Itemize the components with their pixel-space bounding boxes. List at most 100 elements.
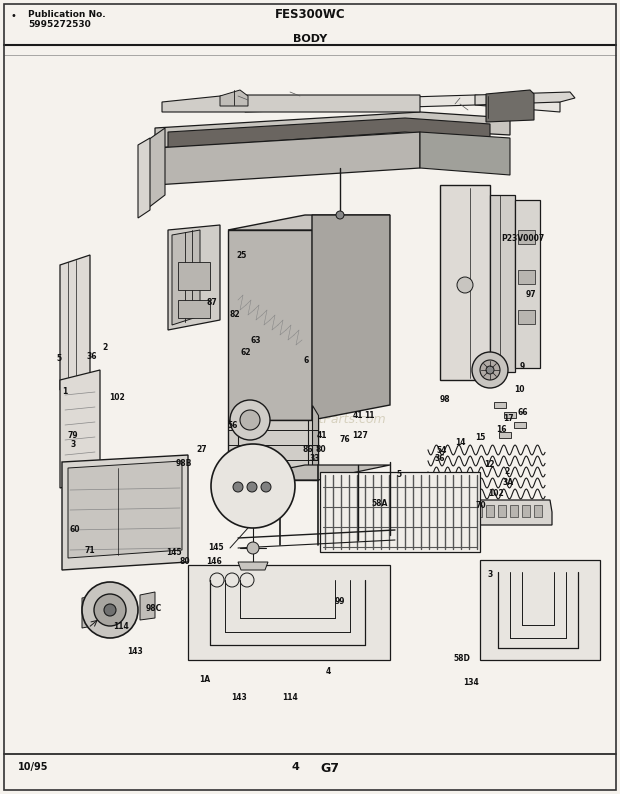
Text: 80: 80 <box>179 557 190 566</box>
Text: 3A: 3A <box>503 478 514 488</box>
Polygon shape <box>488 96 530 118</box>
Text: 16: 16 <box>496 425 506 434</box>
Text: 6: 6 <box>304 356 309 365</box>
Text: 36: 36 <box>87 352 97 361</box>
Polygon shape <box>480 560 600 660</box>
Polygon shape <box>148 128 165 208</box>
Polygon shape <box>68 461 182 558</box>
Text: 143: 143 <box>231 692 247 702</box>
Text: 5995272530: 5995272530 <box>28 20 91 29</box>
Text: 33: 33 <box>310 454 320 464</box>
Polygon shape <box>245 95 560 112</box>
Circle shape <box>480 360 500 380</box>
Bar <box>474 505 482 517</box>
Polygon shape <box>138 138 150 218</box>
Polygon shape <box>228 215 390 230</box>
Text: 98: 98 <box>440 395 451 404</box>
Text: P23V0007: P23V0007 <box>501 233 544 243</box>
Text: 10: 10 <box>515 384 525 394</box>
Text: 63: 63 <box>250 336 260 345</box>
Circle shape <box>233 482 243 492</box>
Text: 80: 80 <box>316 445 327 454</box>
Circle shape <box>94 594 126 626</box>
Text: Publication No.: Publication No. <box>28 10 105 19</box>
Polygon shape <box>515 200 540 368</box>
Text: FES300WC: FES300WC <box>275 8 345 21</box>
Text: 10/95: 10/95 <box>18 762 48 772</box>
Text: 58A: 58A <box>371 499 388 508</box>
Text: 79: 79 <box>68 430 79 440</box>
Text: 143: 143 <box>127 647 143 657</box>
Circle shape <box>104 604 116 616</box>
Text: 56: 56 <box>228 421 237 430</box>
Text: 146: 146 <box>206 557 222 566</box>
Text: 36: 36 <box>435 453 445 463</box>
Text: 54: 54 <box>436 445 446 455</box>
Polygon shape <box>140 592 155 620</box>
Text: 27: 27 <box>197 445 208 454</box>
Polygon shape <box>62 455 188 570</box>
Text: 25: 25 <box>237 251 247 260</box>
Circle shape <box>230 400 270 440</box>
Text: 5: 5 <box>56 354 61 364</box>
Text: BODY: BODY <box>293 34 327 44</box>
Text: 4: 4 <box>291 762 299 772</box>
Text: 71: 71 <box>84 545 95 555</box>
Text: 58D: 58D <box>453 653 471 663</box>
Text: 98C: 98C <box>146 604 162 614</box>
Polygon shape <box>440 185 490 380</box>
Text: 2: 2 <box>505 467 510 476</box>
Polygon shape <box>60 370 100 488</box>
Polygon shape <box>220 90 248 106</box>
Bar <box>486 505 494 517</box>
Circle shape <box>336 211 344 219</box>
Circle shape <box>261 482 271 492</box>
Text: 97: 97 <box>526 290 537 299</box>
Text: eReplacementParts.com: eReplacementParts.com <box>234 414 386 426</box>
Polygon shape <box>82 595 98 628</box>
Text: 114: 114 <box>113 622 130 631</box>
Text: 76: 76 <box>339 434 350 444</box>
Text: 4: 4 <box>326 667 331 676</box>
Polygon shape <box>228 465 390 480</box>
Circle shape <box>240 410 260 430</box>
Text: 82: 82 <box>229 310 240 319</box>
Text: 11: 11 <box>365 410 374 420</box>
Text: 98B: 98B <box>175 459 192 468</box>
Polygon shape <box>155 112 510 148</box>
Text: 114: 114 <box>282 692 298 702</box>
Text: 87: 87 <box>206 298 218 307</box>
Text: 145: 145 <box>166 548 182 557</box>
Text: 9: 9 <box>520 362 525 372</box>
Polygon shape <box>312 215 390 420</box>
Polygon shape <box>188 565 390 660</box>
Polygon shape <box>518 270 535 284</box>
Text: 102: 102 <box>488 488 504 498</box>
Text: 66: 66 <box>518 407 528 417</box>
Bar <box>438 505 446 517</box>
Circle shape <box>247 542 259 554</box>
Text: 3: 3 <box>71 440 76 449</box>
Polygon shape <box>228 230 312 420</box>
Text: 86: 86 <box>302 445 313 454</box>
Polygon shape <box>514 422 526 428</box>
Bar <box>522 505 530 517</box>
Circle shape <box>486 366 494 374</box>
Polygon shape <box>499 432 511 438</box>
Text: 102: 102 <box>108 393 125 403</box>
Bar <box>178 300 210 318</box>
Text: 3: 3 <box>487 569 492 579</box>
Text: 127: 127 <box>352 430 368 440</box>
Polygon shape <box>168 118 490 148</box>
Bar <box>510 505 518 517</box>
Text: 99: 99 <box>335 597 345 607</box>
Polygon shape <box>320 472 480 552</box>
Circle shape <box>472 352 508 388</box>
Text: 5: 5 <box>396 469 401 479</box>
Polygon shape <box>172 230 200 325</box>
Text: 62: 62 <box>241 348 250 357</box>
Polygon shape <box>490 195 515 372</box>
Text: 145: 145 <box>208 543 224 553</box>
Polygon shape <box>230 475 275 498</box>
Text: 41: 41 <box>353 410 363 420</box>
